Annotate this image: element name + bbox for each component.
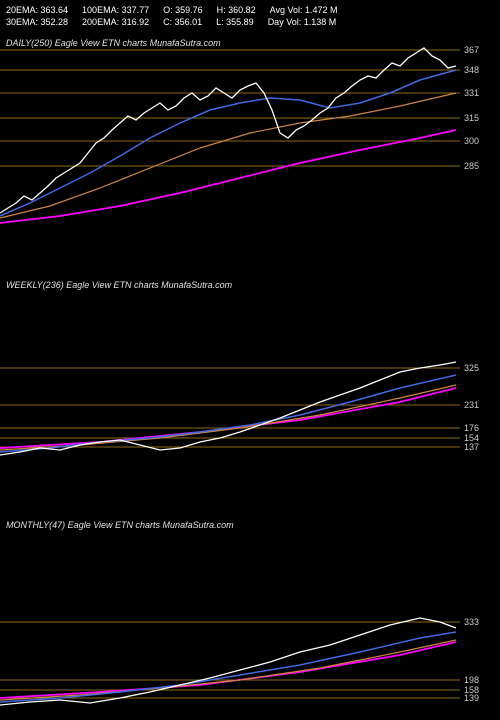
daily-y-label: 315 [464,113,479,123]
daily-chart-svg [0,38,460,233]
weekly-y-label: 325 [464,363,479,373]
monthly-chart-svg [0,520,460,710]
monthly-ema-fast-line [0,632,456,702]
daily-y-label: 367 [464,45,479,55]
stats-row-1: 20EMA: 363.64 100EMA: 337.77 O: 359.76 H… [6,4,338,16]
monthly-price-line [0,618,456,705]
weekly-ema-mid-line [0,385,456,450]
monthly-y-label: 139 [464,693,479,703]
weekly-y-axis: 325231176154137 [462,280,498,470]
ema20-stat: 20EMA: 363.64 [6,4,68,16]
monthly-y-label: 198 [464,675,479,685]
weekly-y-label: 176 [464,423,479,433]
daily-ema-fast-line [0,70,456,216]
ema200-stat: 200EMA: 316.92 [82,16,149,28]
weekly-ema-slow-line [0,388,456,448]
weekly-price-line [0,362,456,455]
low-stat: L: 355.89 [216,16,254,28]
daily-y-axis: 367 348 331 315 300 285 [462,38,498,233]
weekly-chart-panel: 325231176154137 [0,280,460,470]
daily-y-label: 300 [464,136,479,146]
weekly-y-label: 137 [464,442,479,452]
weekly-panel-title: WEEKLY(236) Eagle View ETN charts Munafa… [6,280,232,290]
daily-y-label: 348 [464,65,479,75]
stats-row-2: 30EMA: 352.28 200EMA: 316.92 C: 356.01 L… [6,16,338,28]
monthly-panel-title: MONTHLY(47) Eagle View ETN charts Munafa… [6,520,234,530]
daily-price-line [0,48,456,213]
close-stat: C: 356.01 [163,16,202,28]
weekly-chart-svg [0,280,460,470]
daily-panel-title: DAILY(250) Eagle View ETN charts MunafaS… [6,38,221,48]
daily-y-label: 285 [464,161,479,171]
monthly-y-axis: 333198158139 [462,520,498,710]
monthly-y-label: 333 [464,617,479,627]
daily-chart-panel: 367348331315300285 [0,38,460,233]
daily-ema-mid-line [0,93,456,218]
monthly-ema-mid-line [0,640,456,700]
monthly-chart-panel: 333198158139 [0,520,460,710]
ema30-stat: 30EMA: 352.28 [6,16,68,28]
dayvol-stat: Day Vol: 1.138 M [268,16,337,28]
stats-header: 20EMA: 363.64 100EMA: 337.77 O: 359.76 H… [6,4,338,28]
ema100-stat: 100EMA: 337.77 [82,4,149,16]
high-stat: H: 360.82 [217,4,256,16]
weekly-y-label: 231 [464,400,479,410]
weekly-ema-fast-line [0,375,456,452]
open-stat: O: 359.76 [163,4,203,16]
daily-ema-slow-line [0,130,456,223]
avgvol-stat: Avg Vol: 1.472 M [270,4,338,16]
daily-y-label: 331 [464,88,479,98]
